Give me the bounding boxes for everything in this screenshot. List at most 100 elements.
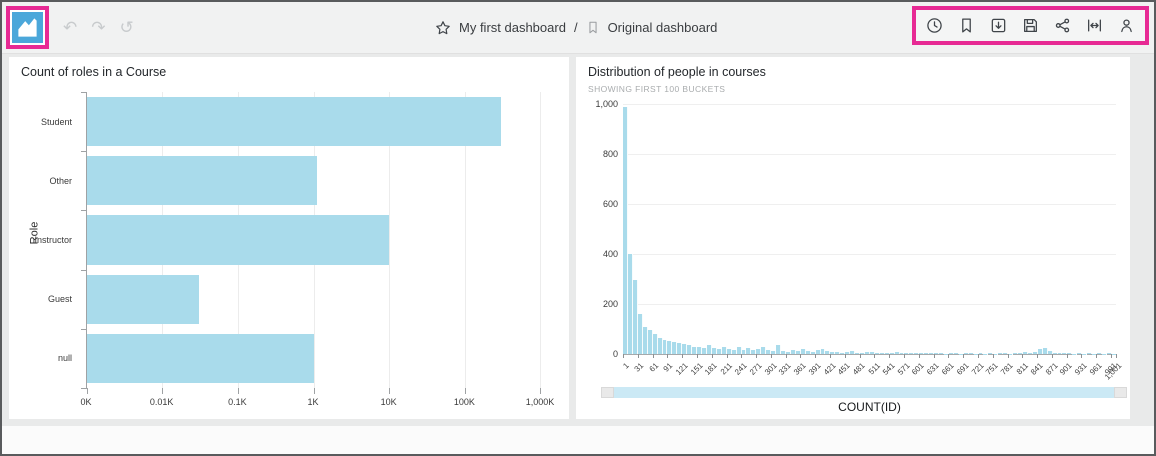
share-icon[interactable] xyxy=(1054,17,1071,34)
histogram-bar[interactable] xyxy=(810,351,816,354)
histogram-bar[interactable] xyxy=(736,347,742,354)
histogram-bar[interactable] xyxy=(864,352,870,354)
histogram-bar[interactable] xyxy=(1077,353,1083,354)
histogram-bar[interactable] xyxy=(692,346,698,354)
histogram-bar[interactable] xyxy=(800,349,806,354)
histogram-bar[interactable] xyxy=(652,334,658,354)
histogram-bar[interactable] xyxy=(860,352,865,354)
histogram-bar[interactable] xyxy=(771,350,777,354)
histogram-bar[interactable] xyxy=(820,348,826,354)
histogram-bar[interactable] xyxy=(1018,352,1023,354)
histogram-bar[interactable] xyxy=(766,349,772,354)
reset-icon[interactable]: ↺ xyxy=(119,18,134,37)
histogram-bar[interactable] xyxy=(682,344,688,354)
save-icon[interactable] xyxy=(1022,17,1039,34)
histogram-bar[interactable] xyxy=(1097,353,1102,354)
histogram-bar[interactable] xyxy=(894,352,900,354)
histogram-bar[interactable] xyxy=(795,351,801,354)
histogram-bar[interactable] xyxy=(953,353,959,354)
histogram-bar[interactable] xyxy=(934,353,939,354)
histogram-bar[interactable] xyxy=(657,337,663,354)
histogram-bar[interactable] xyxy=(988,353,994,354)
visual-panel-distribution[interactable]: Distribution of people in courses SHOWIN… xyxy=(576,57,1130,419)
histogram-bar[interactable] xyxy=(1013,353,1018,354)
histogram-bar[interactable] xyxy=(1106,353,1112,354)
histogram-bar[interactable] xyxy=(1027,352,1033,354)
fit-width-icon[interactable] xyxy=(1086,17,1103,34)
histogram-bar[interactable] xyxy=(741,350,747,354)
histogram-bar[interactable] xyxy=(746,348,752,354)
histogram-bar[interactable] xyxy=(1047,351,1053,354)
histogram-bar[interactable] xyxy=(1008,353,1014,354)
histogram-bar[interactable] xyxy=(672,342,678,354)
bar[interactable] xyxy=(87,156,317,206)
histogram-bar[interactable] xyxy=(642,326,648,354)
histogram-bar[interactable] xyxy=(706,344,712,354)
histogram-bar[interactable] xyxy=(879,352,885,354)
breadcrumb-dashboard-name[interactable]: My first dashboard xyxy=(459,20,566,35)
bar[interactable] xyxy=(87,274,199,324)
histogram-bar[interactable] xyxy=(756,348,762,354)
export-download-icon[interactable] xyxy=(990,17,1007,34)
histogram-bar[interactable] xyxy=(830,352,836,354)
histogram-bar[interactable] xyxy=(825,351,831,354)
histogram-bar[interactable] xyxy=(855,352,860,354)
histogram-bar[interactable] xyxy=(1062,353,1068,354)
histogram-bar[interactable] xyxy=(1003,353,1009,354)
histogram-bar[interactable] xyxy=(647,330,653,354)
histogram-bar[interactable] xyxy=(805,350,811,354)
histogram-bar[interactable] xyxy=(899,352,905,354)
undo-icon[interactable]: ↶ xyxy=(63,18,78,37)
histogram-bar[interactable] xyxy=(943,353,949,354)
x-axis-scrollbar[interactable] xyxy=(601,387,1127,398)
histogram-bar[interactable] xyxy=(687,345,693,354)
histogram-bar[interactable] xyxy=(1067,353,1073,354)
bar[interactable] xyxy=(87,215,389,265)
histogram-bar[interactable] xyxy=(909,353,915,354)
histogram-bar[interactable] xyxy=(835,351,841,354)
histogram-bar[interactable] xyxy=(983,353,989,354)
histogram-bar[interactable] xyxy=(697,347,702,354)
histogram-bar[interactable] xyxy=(958,353,964,354)
histogram-bar[interactable] xyxy=(632,280,638,354)
histogram-bar[interactable] xyxy=(716,348,722,354)
histogram-bar[interactable] xyxy=(702,347,707,354)
histogram-bar[interactable] xyxy=(627,254,633,354)
bar[interactable] xyxy=(87,333,314,383)
scrollbar-handle-right[interactable] xyxy=(1114,387,1127,398)
histogram-bar[interactable] xyxy=(874,352,880,354)
histogram-bar[interactable] xyxy=(850,351,856,354)
histogram-bar[interactable] xyxy=(721,346,727,354)
histogram-bar[interactable] xyxy=(1082,353,1088,354)
visual-panel-roles[interactable]: Count of roles in a Course Role Student O… xyxy=(9,57,569,419)
histogram-bar[interactable] xyxy=(845,352,851,354)
histogram-bar[interactable] xyxy=(1087,353,1093,354)
histogram-bar[interactable] xyxy=(726,349,732,354)
histogram-bar[interactable] xyxy=(776,344,781,354)
histogram-bar[interactable] xyxy=(761,346,767,354)
histogram-bar[interactable] xyxy=(1042,347,1048,354)
histogram-bar[interactable] xyxy=(993,353,999,354)
histogram-bar[interactable] xyxy=(815,349,821,354)
histogram-bar[interactable] xyxy=(939,353,944,354)
breadcrumb-view-name[interactable]: Original dashboard xyxy=(607,20,718,35)
histogram-bar[interactable] xyxy=(884,353,890,354)
histogram-bar[interactable] xyxy=(919,353,925,354)
histogram-bar[interactable] xyxy=(667,341,673,354)
histogram-bar[interactable] xyxy=(924,353,930,354)
favorite-star-icon[interactable] xyxy=(435,20,451,36)
histogram-bar[interactable] xyxy=(637,314,643,354)
histogram-bar[interactable] xyxy=(1072,353,1078,354)
scrollbar-handle-left[interactable] xyxy=(601,387,614,398)
histogram-bar[interactable] xyxy=(785,351,791,354)
histogram-bar[interactable] xyxy=(1101,353,1107,354)
histogram-bar[interactable] xyxy=(1032,351,1038,354)
histogram-bar[interactable] xyxy=(1022,352,1028,354)
bar[interactable] xyxy=(87,97,501,147)
histogram-bar[interactable] xyxy=(904,353,910,354)
histogram-bar[interactable] xyxy=(790,350,796,354)
bookmarks-icon[interactable] xyxy=(958,17,975,34)
redo-icon[interactable]: ↷ xyxy=(91,18,106,37)
histogram-bar[interactable] xyxy=(751,350,757,354)
user-icon[interactable] xyxy=(1118,17,1135,34)
